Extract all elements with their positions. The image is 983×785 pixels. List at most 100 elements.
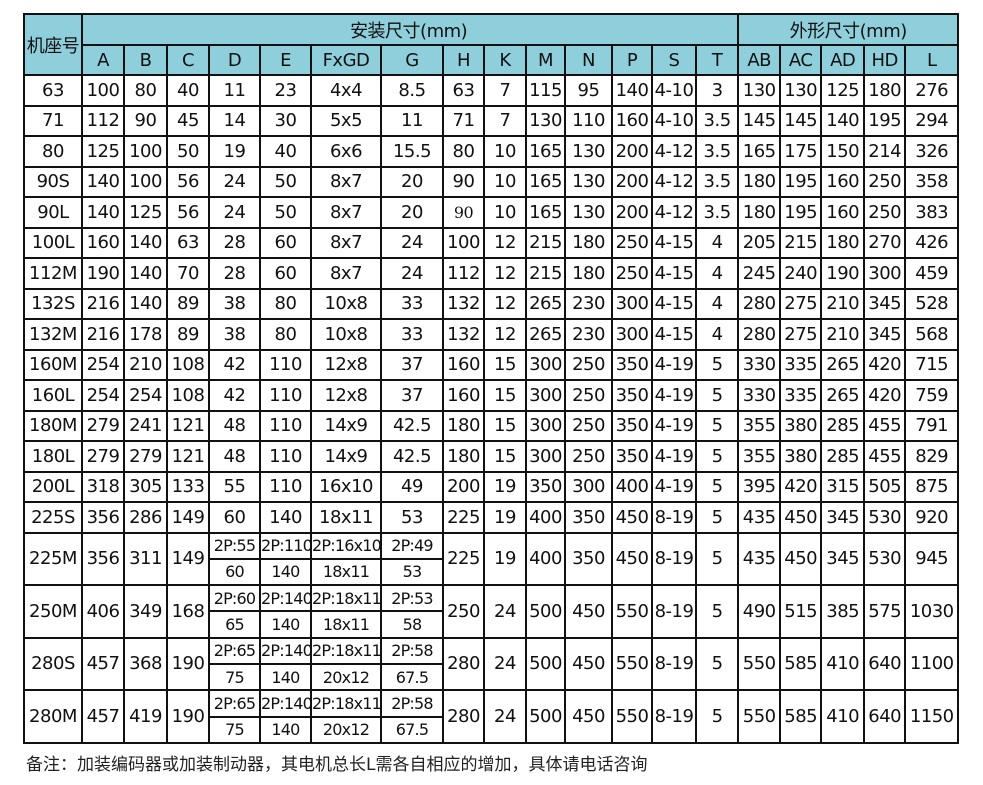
- cell-ad: 285: [820, 409, 866, 442]
- cell-e: 110: [259, 348, 312, 381]
- cell-b: 210: [123, 348, 168, 381]
- cell-a: 279: [81, 409, 125, 442]
- cell-k: 24: [483, 689, 527, 744]
- cell-l: 1030: [904, 584, 960, 639]
- footnote: 备注：加装编码器或加装制动器，其电机总长L需各自相应的增加，具体请电话咨询: [26, 755, 648, 775]
- cell-p: 300: [611, 318, 653, 351]
- cell-b: 140: [123, 257, 168, 290]
- cell-hd: 575: [863, 584, 907, 639]
- cell-m: 165: [525, 196, 566, 229]
- frame-size-cell: 80: [23, 135, 83, 168]
- motor-dimension-table: 机座号 安装尺寸(mm) 外形尺寸(mm) A B C D E FxGD G H K M N P S T A…: [23, 13, 960, 744]
- table-row-sub: 75 140 20x12 67.5: [24, 715, 958, 744]
- cell-e-2p: 2P:140: [259, 636, 312, 665]
- cell-h: 160: [442, 348, 485, 381]
- cell-hd: 214: [863, 135, 907, 168]
- cell-p: 250: [611, 257, 653, 290]
- cell-c: 190: [166, 636, 210, 692]
- cell-g: 8.5: [380, 74, 444, 107]
- table-row-sub: 60 140 18x11 53: [24, 557, 958, 587]
- cell-b: 241: [123, 409, 168, 442]
- table-row: 80 125 100 50 19 40 6x6 15.5 80 10 165 130 200 4-12 3.…: [23, 135, 960, 168]
- cell-k: 24: [483, 636, 527, 692]
- cell-n: 95: [564, 74, 613, 107]
- cell-t: 4: [694, 257, 740, 290]
- cell-n: 230: [564, 318, 613, 351]
- cell-s: 4-15: [651, 287, 697, 320]
- cell-fxgd: 14x9: [310, 440, 382, 473]
- cell-b: 80: [123, 74, 168, 107]
- cell-k: 12: [483, 226, 527, 259]
- cell-ac: 450: [779, 501, 823, 534]
- cell-a: 140: [81, 165, 125, 198]
- cell-k: 15: [483, 379, 527, 412]
- cell-s: 4-15: [651, 257, 697, 290]
- cell-hd: 640: [863, 636, 907, 692]
- cell-hd: 195: [863, 104, 907, 137]
- cell-d: 24: [208, 165, 261, 198]
- cell-a: 279: [81, 440, 125, 473]
- cell-e: 23: [259, 74, 312, 107]
- table-row: 90L 140 125 56 24 50 8x7 20 90 10 165 130 200 4-12 3.5…: [23, 196, 960, 229]
- cell-l: 1100: [904, 636, 960, 692]
- cell-c: 40: [166, 74, 210, 107]
- cell-c: 50: [166, 135, 210, 168]
- cell-n: 450: [564, 636, 613, 692]
- cell-l: 528: [904, 287, 960, 320]
- cell-s: 4-10: [651, 74, 697, 107]
- cell-m: 500: [525, 689, 566, 744]
- cell-k: 12: [483, 287, 527, 320]
- table-row: 280M 457 419 190 2P:65 2P:140 2P:18x11 2P:58 280…: [23, 689, 960, 744]
- frame-size-cell: 280M: [23, 689, 83, 744]
- cell-l: 568: [904, 318, 960, 351]
- cell-ab: 435: [737, 531, 782, 587]
- table-row-sub: 75 140 20x12 67.5: [24, 662, 958, 692]
- cell-fxgd: 16x10: [310, 470, 382, 503]
- cell-m: 215: [525, 257, 566, 290]
- cell-b: 311: [123, 531, 168, 587]
- cell-c: 56: [166, 165, 210, 198]
- frame-size-cell: 132M: [23, 318, 83, 351]
- cell-p: 160: [611, 104, 653, 137]
- cell-hd: 250: [863, 165, 907, 198]
- cell-l: 945: [904, 531, 960, 587]
- cell-m: 265: [525, 318, 566, 351]
- column-header-g: G: [380, 44, 444, 76]
- cell-a: 457: [81, 636, 125, 692]
- cell-m: 130: [525, 104, 566, 137]
- cell-b: 286: [123, 501, 168, 534]
- cell-ab: 355: [737, 409, 782, 442]
- cell-k: 19: [483, 470, 527, 503]
- cell-hd: 420: [863, 379, 907, 412]
- cell-l: 1150: [904, 689, 960, 744]
- cell-ad: 315: [820, 470, 866, 503]
- cell-hd: 455: [863, 409, 907, 442]
- cell-d: 48: [208, 409, 261, 442]
- cell-a: 125: [81, 135, 125, 168]
- cell-h: 100: [442, 226, 485, 259]
- cell-fxgd: 18x11: [310, 501, 382, 534]
- cell-n: 250: [564, 409, 613, 442]
- frame-size-cell: 112M: [23, 257, 83, 290]
- cell-a: 406: [81, 584, 125, 639]
- cell-e: 110: [259, 409, 312, 442]
- cell-ab: 355: [737, 440, 782, 473]
- column-header-p: P: [611, 44, 653, 76]
- cell-t: 3.5: [694, 135, 740, 168]
- cell-ab: 130: [737, 74, 782, 107]
- cell-h: 180: [442, 440, 485, 473]
- cell-ab: 330: [737, 348, 782, 381]
- cell-c: 89: [166, 318, 210, 351]
- cell-m: 165: [525, 135, 566, 168]
- cell-e: 140: [259, 662, 312, 692]
- cell-g: 20: [380, 196, 444, 229]
- cell-s: 4-19: [651, 409, 697, 442]
- frame-size-cell: 90L: [23, 196, 83, 229]
- cell-g: 67.5: [380, 662, 444, 692]
- cell-k: 19: [483, 531, 527, 587]
- cell-t: 5: [694, 440, 740, 473]
- cell-ac: 240: [779, 257, 823, 290]
- table-row: 250M 406 349 168 2P:60 2P:140 2P:18x11 2P:53 250…: [23, 584, 960, 639]
- cell-g: 53: [380, 501, 444, 534]
- cell-a: 356: [81, 531, 125, 587]
